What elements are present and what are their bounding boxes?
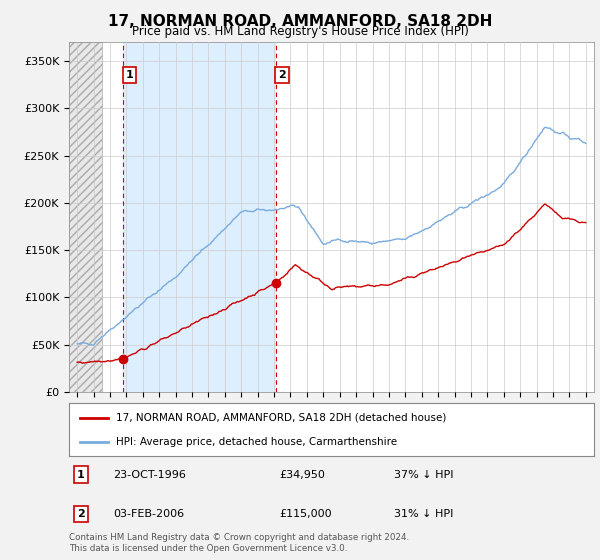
Text: Price paid vs. HM Land Registry's House Price Index (HPI): Price paid vs. HM Land Registry's House …	[131, 25, 469, 38]
Text: 31% ↓ HPI: 31% ↓ HPI	[395, 509, 454, 519]
Text: 17, NORMAN ROAD, AMMANFORD, SA18 2DH: 17, NORMAN ROAD, AMMANFORD, SA18 2DH	[108, 14, 492, 29]
Text: £115,000: £115,000	[279, 509, 332, 519]
Text: 03-FEB-2006: 03-FEB-2006	[113, 509, 185, 519]
Bar	[124, 42, 275, 392]
Text: 1: 1	[77, 470, 85, 479]
Text: Contains HM Land Registry data © Crown copyright and database right 2024.
This d: Contains HM Land Registry data © Crown c…	[69, 533, 409, 553]
Text: HPI: Average price, detached house, Carmarthenshire: HPI: Average price, detached house, Carm…	[116, 437, 397, 447]
Text: 2: 2	[278, 70, 286, 80]
Text: 2: 2	[77, 509, 85, 519]
Text: 17, NORMAN ROAD, AMMANFORD, SA18 2DH (detached house): 17, NORMAN ROAD, AMMANFORD, SA18 2DH (de…	[116, 413, 446, 423]
Text: 1: 1	[126, 70, 134, 80]
Text: 37% ↓ HPI: 37% ↓ HPI	[395, 470, 454, 479]
Text: 23-OCT-1996: 23-OCT-1996	[113, 470, 187, 479]
Text: £34,950: £34,950	[279, 470, 325, 479]
